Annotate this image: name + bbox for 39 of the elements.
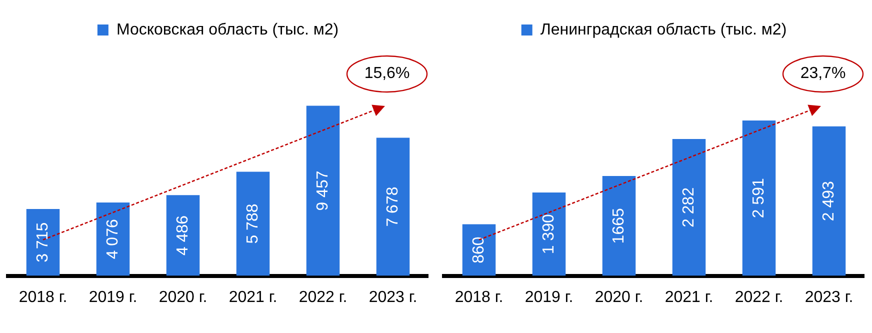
legend-label: Ленинградская область (тыс. м2) <box>540 21 787 38</box>
bar <box>26 209 60 276</box>
data-label: 1 390 <box>540 214 558 254</box>
bar <box>166 195 200 276</box>
x-tick-label: 2022 г. <box>298 288 348 306</box>
bar <box>96 202 130 276</box>
data-label: 1665 <box>610 208 628 244</box>
bar <box>236 172 270 276</box>
text: 23,7% <box>800 65 846 83</box>
bar <box>532 192 566 276</box>
x-tick-label: 2020 г. <box>158 288 208 306</box>
data-label: 2 591 <box>750 178 768 218</box>
data-label: 9 457 <box>314 170 332 211</box>
data-label: 2 282 <box>680 187 698 228</box>
data-label: 3 715 <box>34 222 52 262</box>
data-label: 2 493 <box>820 180 838 222</box>
x-tick-label: 2018 г. <box>454 288 504 306</box>
text: 15,6% <box>364 65 410 83</box>
bar <box>376 138 410 276</box>
bar <box>742 120 776 276</box>
data-label: 4 486 <box>174 215 192 256</box>
x-tick-label: 2019 г. <box>524 288 574 306</box>
data-label: 860 <box>470 236 488 264</box>
legend-label: Московская область (тыс. м2) <box>116 21 339 38</box>
x-tick-label: 2023 г. <box>368 288 418 306</box>
x-tick-label: 2021 г. <box>228 288 278 306</box>
x-tick-label: 2022 г. <box>734 288 784 306</box>
data-label: 4 076 <box>104 219 122 260</box>
data-label: 5 788 <box>244 204 262 244</box>
x-tick-label: 2018 г. <box>18 288 68 306</box>
x-tick-label: 2020 г. <box>594 288 644 306</box>
x-tick-label: 2019 г. <box>88 288 138 306</box>
bar <box>672 139 706 276</box>
x-tick-label: 2023 г. <box>804 288 854 306</box>
bar <box>602 176 636 276</box>
bar <box>306 106 340 276</box>
x-tick-label: 2021 г. <box>664 288 714 306</box>
data-label: 7 678 <box>384 186 402 227</box>
bar <box>812 126 846 276</box>
